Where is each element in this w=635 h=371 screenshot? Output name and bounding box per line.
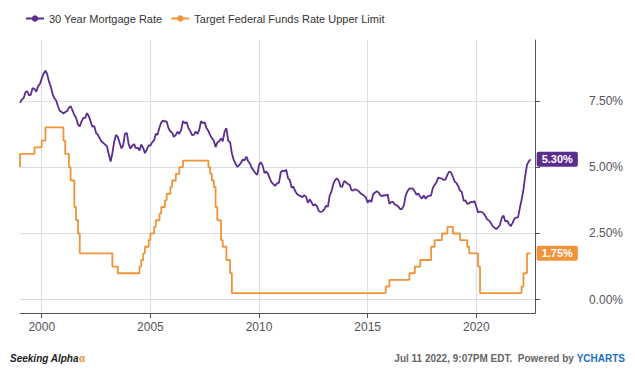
svg-text:5.30%: 5.30%	[542, 153, 573, 165]
svg-text:α: α	[79, 353, 86, 364]
svg-text:2010: 2010	[246, 320, 273, 334]
svg-text:7.50%: 7.50%	[589, 94, 623, 108]
svg-text:5.00%: 5.00%	[589, 160, 623, 174]
svg-text:YCHARTS: YCHARTS	[577, 353, 626, 364]
svg-text:Seeking Alpha: Seeking Alpha	[10, 353, 79, 364]
svg-text:0.00%: 0.00%	[589, 293, 623, 307]
svg-text:30 Year Mortgage Rate: 30 Year Mortgage Rate	[49, 13, 162, 25]
svg-text:2000: 2000	[28, 320, 55, 334]
svg-text:2015: 2015	[354, 320, 381, 334]
svg-text:Target Federal Funds Rate Uppe: Target Federal Funds Rate Upper Limit	[194, 13, 384, 25]
svg-text:2020: 2020	[463, 320, 490, 334]
svg-text:Jul 11 2022, 9:07PM EDT. Powe: Jul 11 2022, 9:07PM EDT. Powered by	[394, 353, 576, 364]
svg-text:2.50%: 2.50%	[589, 226, 623, 240]
svg-text:2005: 2005	[137, 320, 164, 334]
svg-text:1.75%: 1.75%	[542, 247, 573, 259]
